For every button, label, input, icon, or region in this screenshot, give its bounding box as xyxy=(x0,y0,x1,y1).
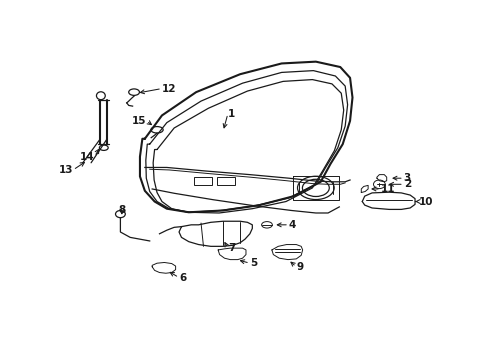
Text: 13: 13 xyxy=(58,165,73,175)
Text: 11: 11 xyxy=(381,184,395,194)
Text: 8: 8 xyxy=(118,206,125,216)
Text: 4: 4 xyxy=(289,220,296,230)
Text: 10: 10 xyxy=(418,197,433,207)
Text: 14: 14 xyxy=(80,152,95,162)
Text: 9: 9 xyxy=(296,262,303,272)
Text: 15: 15 xyxy=(132,116,147,126)
Text: 1: 1 xyxy=(228,109,235,119)
Text: 5: 5 xyxy=(250,258,257,268)
Text: 6: 6 xyxy=(179,273,186,283)
Text: 2: 2 xyxy=(404,179,411,189)
Text: 7: 7 xyxy=(228,243,235,253)
Text: 3: 3 xyxy=(404,173,411,183)
Text: 12: 12 xyxy=(162,84,176,94)
